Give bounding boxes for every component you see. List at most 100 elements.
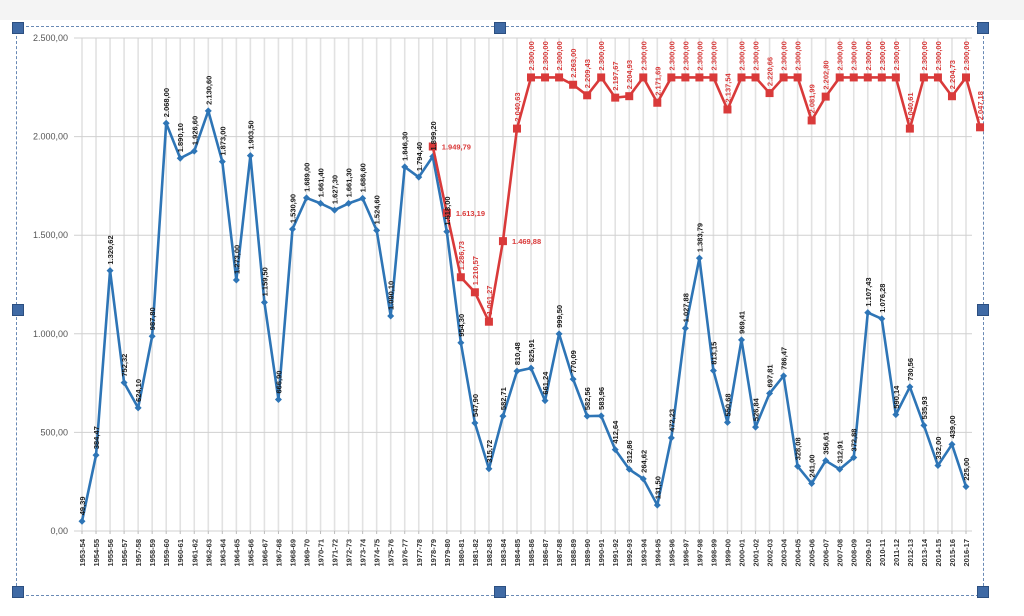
blue-data-label: 241,00	[808, 455, 817, 478]
blue-data-label: 472,23	[667, 409, 676, 432]
y-tick-label: 2.500,00	[33, 33, 68, 43]
blue-data-point	[317, 199, 325, 207]
x-tick-label: 1990-91	[597, 539, 606, 567]
blue-data-label: 384,47	[92, 426, 101, 449]
resize-handle-bottom-left[interactable]	[12, 586, 24, 598]
blue-data-point	[331, 206, 339, 214]
x-tick-label: 1956-57	[120, 539, 129, 567]
blue-data-point	[134, 404, 142, 412]
x-tick-label: 1955-56	[106, 539, 115, 567]
red-data-label: 2.300,00	[836, 41, 845, 70]
blue-data-label: 810,48	[513, 342, 522, 365]
y-tick-label: 2.000,00	[33, 132, 68, 142]
blue-data-label: 312,86	[625, 440, 634, 463]
series-group	[78, 73, 985, 525]
blue-data-label: 1.899,20	[429, 121, 438, 150]
x-tick-label: 1954-55	[92, 539, 101, 567]
blue-data-point	[667, 434, 675, 442]
x-tick-label: 2007-08	[836, 539, 845, 567]
blue-data-point	[190, 147, 198, 155]
red-data-label: 2.300,00	[850, 41, 859, 70]
blue-data-point	[373, 226, 381, 234]
red-data-point	[933, 73, 942, 82]
blue-data-label: 315,72	[485, 440, 494, 463]
blue-data-label: 999,50	[555, 305, 564, 328]
resize-handle-bottom-middle[interactable]	[494, 586, 506, 598]
blue-data-point	[962, 483, 970, 491]
x-tick-label: 1996-97	[681, 539, 690, 567]
blue-data-point	[737, 336, 745, 344]
red-data-label: 2.300,00	[667, 41, 676, 70]
blue-data-point	[948, 440, 956, 448]
blue-data-label: 987,80	[148, 307, 157, 330]
red-data-label: 2.300,00	[962, 41, 971, 70]
blue-data-point	[274, 395, 282, 403]
blue-data-label: 1.076,28	[878, 284, 887, 313]
x-tick-label: 2012-13	[906, 539, 915, 567]
blue-data-point	[822, 457, 830, 465]
red-data-point	[905, 124, 914, 133]
red-data-point	[611, 93, 620, 102]
x-tick-label: 1976-77	[401, 539, 410, 567]
blue-data-label: 666,90	[274, 371, 283, 394]
blue-data-label: 1.686,60	[359, 163, 368, 192]
resize-handle-top-right[interactable]	[977, 22, 989, 34]
red-data-point	[639, 73, 648, 82]
blue-data-label: 328,08	[794, 437, 803, 460]
red-data-point	[555, 73, 564, 82]
red-data-point	[512, 124, 521, 133]
x-tick-label: 1995-96	[667, 539, 676, 567]
blue-data-point	[218, 158, 226, 166]
red-data-label: 1.210,57	[471, 256, 480, 285]
blue-data-label: 1.926,60	[190, 116, 199, 145]
x-tick-label: 1978-79	[429, 539, 438, 567]
blue-data-label: 1.273,00	[232, 245, 241, 274]
blue-data-point	[303, 194, 311, 202]
red-data-label: 2.081,99	[808, 84, 817, 113]
red-data-point	[849, 73, 858, 82]
blue-data-point	[583, 412, 591, 420]
blue-data-label: 2.068,00	[162, 88, 171, 117]
resize-handle-top-left[interactable]	[12, 22, 24, 34]
x-tick-label: 1989-90	[583, 539, 592, 567]
red-data-label: 2.171,69	[653, 67, 662, 96]
resize-handle-top-middle[interactable]	[494, 22, 506, 34]
red-data-point	[751, 73, 760, 82]
blue-data-label: 535,93	[920, 396, 929, 419]
x-tick-label: 2011-12	[892, 539, 901, 566]
blue-data-point	[850, 453, 858, 461]
x-tick-label: 1961-62	[190, 539, 199, 567]
x-tick-label: 1987-88	[555, 539, 564, 567]
blue-data-label: 2.130,60	[204, 76, 213, 105]
blue-data-label: 412,64	[611, 420, 620, 444]
x-tick-label: 2000-01	[737, 539, 746, 567]
blue-data-point	[345, 199, 353, 207]
red-data-point	[470, 288, 479, 297]
x-tick-label: 2015-16	[948, 539, 957, 567]
resize-handle-bottom-right[interactable]	[977, 586, 989, 598]
blue-data-point	[611, 446, 619, 454]
red-data-label: 2.300,00	[752, 41, 761, 70]
x-tick-label: 1971-72	[331, 539, 340, 567]
x-tick-label: 2014-15	[934, 539, 943, 567]
red-data-point	[962, 73, 970, 82]
top-toolbar-band	[0, 0, 1024, 20]
blue-data-label: 583,96	[597, 387, 606, 410]
red-data-label: 2.220,66	[766, 57, 775, 86]
blue-data-point	[906, 383, 914, 391]
blue-data-label: 1.903,50	[246, 120, 255, 149]
resize-handle-middle-left[interactable]	[12, 304, 24, 316]
blue-data-label: 1.383,79	[695, 223, 704, 252]
red-data-label: 2.204,73	[948, 60, 957, 89]
resize-handle-middle-right[interactable]	[977, 304, 989, 316]
blue-data-label: 661,24	[541, 371, 550, 395]
x-tick-label: 1974-75	[373, 539, 382, 567]
blue-data-label: 590,14	[892, 385, 901, 409]
x-tick-label: 1958-59	[148, 539, 157, 567]
red-data-label: 2.137,54	[723, 72, 732, 102]
red-data-label: 2.300,00	[864, 41, 873, 70]
blue-data-point	[653, 501, 661, 509]
blue-data-label: 264,62	[639, 450, 648, 473]
blue-data-label: 1.159,50	[260, 267, 269, 296]
blue-data-label: 1.320,62	[106, 235, 115, 264]
